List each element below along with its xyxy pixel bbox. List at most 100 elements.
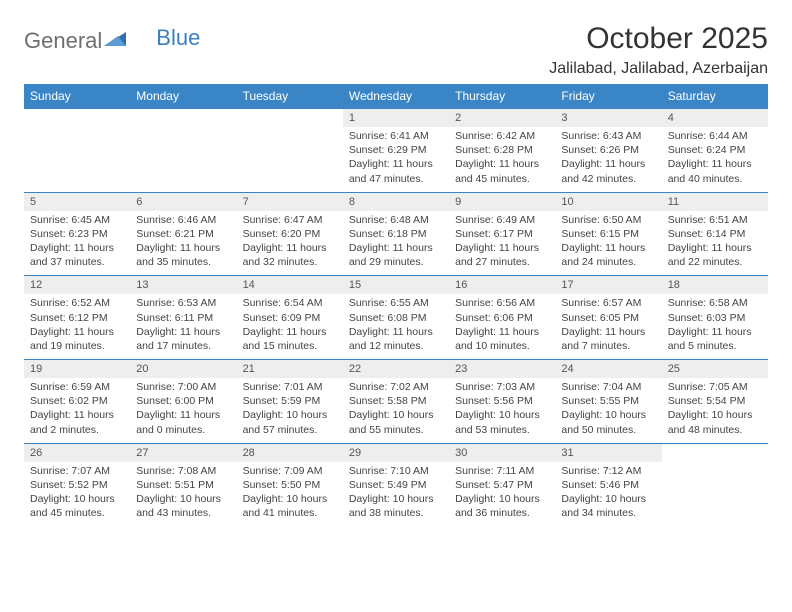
brand-part2: Blue [156,25,200,50]
day-number-cell: 6 [130,192,236,211]
day-content-cell: Sunrise: 6:51 AMSunset: 6:14 PMDaylight:… [662,211,768,276]
day-number: 8 [349,196,355,208]
sunset-text: Sunset: 5:51 PM [136,478,230,492]
daylight-text: Daylight: 10 hours and 34 minutes. [561,492,655,520]
day-number: 10 [561,196,573,208]
day-number: 11 [668,196,679,208]
day-number: 18 [668,279,680,291]
day-number-cell: 12 [24,276,130,295]
day-number: 31 [561,447,573,459]
day-content-cell: Sunrise: 7:10 AMSunset: 5:49 PMDaylight:… [343,462,449,527]
day-number: 9 [455,196,461,208]
day-content-cell [237,127,343,192]
weekday-header-row: Sunday Monday Tuesday Wednesday Thursday… [24,84,768,109]
daylight-text: Daylight: 11 hours and 7 minutes. [561,325,655,353]
week-daynum-row: 262728293031 [24,443,768,462]
daylight-text: Daylight: 11 hours and 12 minutes. [349,325,443,353]
day-number: 23 [455,363,467,375]
daylight-text: Daylight: 11 hours and 32 minutes. [243,241,337,269]
daylight-text: Daylight: 11 hours and 15 minutes. [243,325,337,353]
sunset-text: Sunset: 6:26 PM [561,143,655,157]
daylight-text: Daylight: 10 hours and 41 minutes. [243,492,337,520]
day-number: 16 [455,279,467,291]
day-number: 13 [136,279,148,291]
daylight-text: Daylight: 11 hours and 29 minutes. [349,241,443,269]
week-content-row: Sunrise: 6:45 AMSunset: 6:23 PMDaylight:… [24,211,768,276]
day-number-cell: 5 [24,192,130,211]
day-number-cell: 15 [343,276,449,295]
brand-part1: General [24,28,102,54]
day-content-cell: Sunrise: 6:57 AMSunset: 6:05 PMDaylight:… [555,294,661,359]
day-content-cell: Sunrise: 6:54 AMSunset: 6:09 PMDaylight:… [237,294,343,359]
day-content-cell: Sunrise: 6:41 AMSunset: 6:29 PMDaylight:… [343,127,449,192]
day-number: 5 [30,196,36,208]
daylight-text: Daylight: 10 hours and 36 minutes. [455,492,549,520]
day-number: 14 [243,279,255,291]
day-number-cell: 17 [555,276,661,295]
header-row: GeneralBlue October 2025 Jalilabad, Jali… [24,22,768,78]
day-number-cell: 28 [237,443,343,462]
day-content-cell [24,127,130,192]
day-content-cell: Sunrise: 6:58 AMSunset: 6:03 PMDaylight:… [662,294,768,359]
day-content-cell: Sunrise: 7:12 AMSunset: 5:46 PMDaylight:… [555,462,661,527]
sunrise-text: Sunrise: 7:04 AM [561,380,655,394]
sunrise-text: Sunrise: 6:45 AM [30,213,124,227]
week-daynum-row: 567891011 [24,192,768,211]
day-content-cell: Sunrise: 7:03 AMSunset: 5:56 PMDaylight:… [449,378,555,443]
day-content-cell: Sunrise: 7:05 AMSunset: 5:54 PMDaylight:… [662,378,768,443]
sunset-text: Sunset: 6:11 PM [136,311,230,325]
calendar-table: Sunday Monday Tuesday Wednesday Thursday… [24,84,768,526]
sunrise-text: Sunrise: 7:08 AM [136,464,230,478]
day-number: 21 [243,363,255,375]
sunset-text: Sunset: 5:58 PM [349,394,443,408]
day-number-cell: 26 [24,443,130,462]
sunset-text: Sunset: 6:02 PM [30,394,124,408]
day-content-cell: Sunrise: 7:08 AMSunset: 5:51 PMDaylight:… [130,462,236,527]
daylight-text: Daylight: 11 hours and 17 minutes. [136,325,230,353]
daylight-text: Daylight: 11 hours and 10 minutes. [455,325,549,353]
day-number: 28 [243,447,255,459]
daylight-text: Daylight: 11 hours and 37 minutes. [30,241,124,269]
sunset-text: Sunset: 6:23 PM [30,227,124,241]
sunset-text: Sunset: 6:21 PM [136,227,230,241]
week-daynum-row: 1234 [24,109,768,128]
day-number: 19 [30,363,42,375]
sunrise-text: Sunrise: 7:05 AM [668,380,762,394]
day-number: 26 [30,447,42,459]
week-content-row: Sunrise: 6:41 AMSunset: 6:29 PMDaylight:… [24,127,768,192]
week-content-row: Sunrise: 7:07 AMSunset: 5:52 PMDaylight:… [24,462,768,527]
day-number-cell: 2 [449,109,555,128]
daylight-text: Daylight: 11 hours and 45 minutes. [455,157,549,185]
day-content-cell: Sunrise: 7:01 AMSunset: 5:59 PMDaylight:… [237,378,343,443]
day-content-cell [662,462,768,527]
sunrise-text: Sunrise: 7:01 AM [243,380,337,394]
daylight-text: Daylight: 10 hours and 38 minutes. [349,492,443,520]
sunset-text: Sunset: 6:17 PM [455,227,549,241]
daylight-text: Daylight: 10 hours and 55 minutes. [349,408,443,436]
week-daynum-row: 19202122232425 [24,360,768,379]
daylight-text: Daylight: 11 hours and 40 minutes. [668,157,762,185]
sunrise-text: Sunrise: 6:49 AM [455,213,549,227]
day-number: 15 [349,279,361,291]
calendar-body: 1234Sunrise: 6:41 AMSunset: 6:29 PMDayli… [24,109,768,527]
location-text: Jalilabad, Jalilabad, Azerbaijan [549,60,768,78]
day-number-cell: 1 [343,109,449,128]
day-number-cell [24,109,130,128]
day-number-cell: 11 [662,192,768,211]
sunset-text: Sunset: 6:12 PM [30,311,124,325]
sunset-text: Sunset: 6:06 PM [455,311,549,325]
sunset-text: Sunset: 5:56 PM [455,394,549,408]
day-number: 22 [349,363,361,375]
day-content-cell: Sunrise: 6:52 AMSunset: 6:12 PMDaylight:… [24,294,130,359]
day-number-cell: 23 [449,360,555,379]
day-number-cell: 16 [449,276,555,295]
day-content-cell: Sunrise: 6:50 AMSunset: 6:15 PMDaylight:… [555,211,661,276]
day-number-cell: 9 [449,192,555,211]
day-content-cell: Sunrise: 6:43 AMSunset: 6:26 PMDaylight:… [555,127,661,192]
day-number-cell: 18 [662,276,768,295]
day-number-cell: 31 [555,443,661,462]
weekday-header: Monday [130,84,236,109]
daylight-text: Daylight: 11 hours and 5 minutes. [668,325,762,353]
day-number-cell: 8 [343,192,449,211]
daylight-text: Daylight: 10 hours and 45 minutes. [30,492,124,520]
